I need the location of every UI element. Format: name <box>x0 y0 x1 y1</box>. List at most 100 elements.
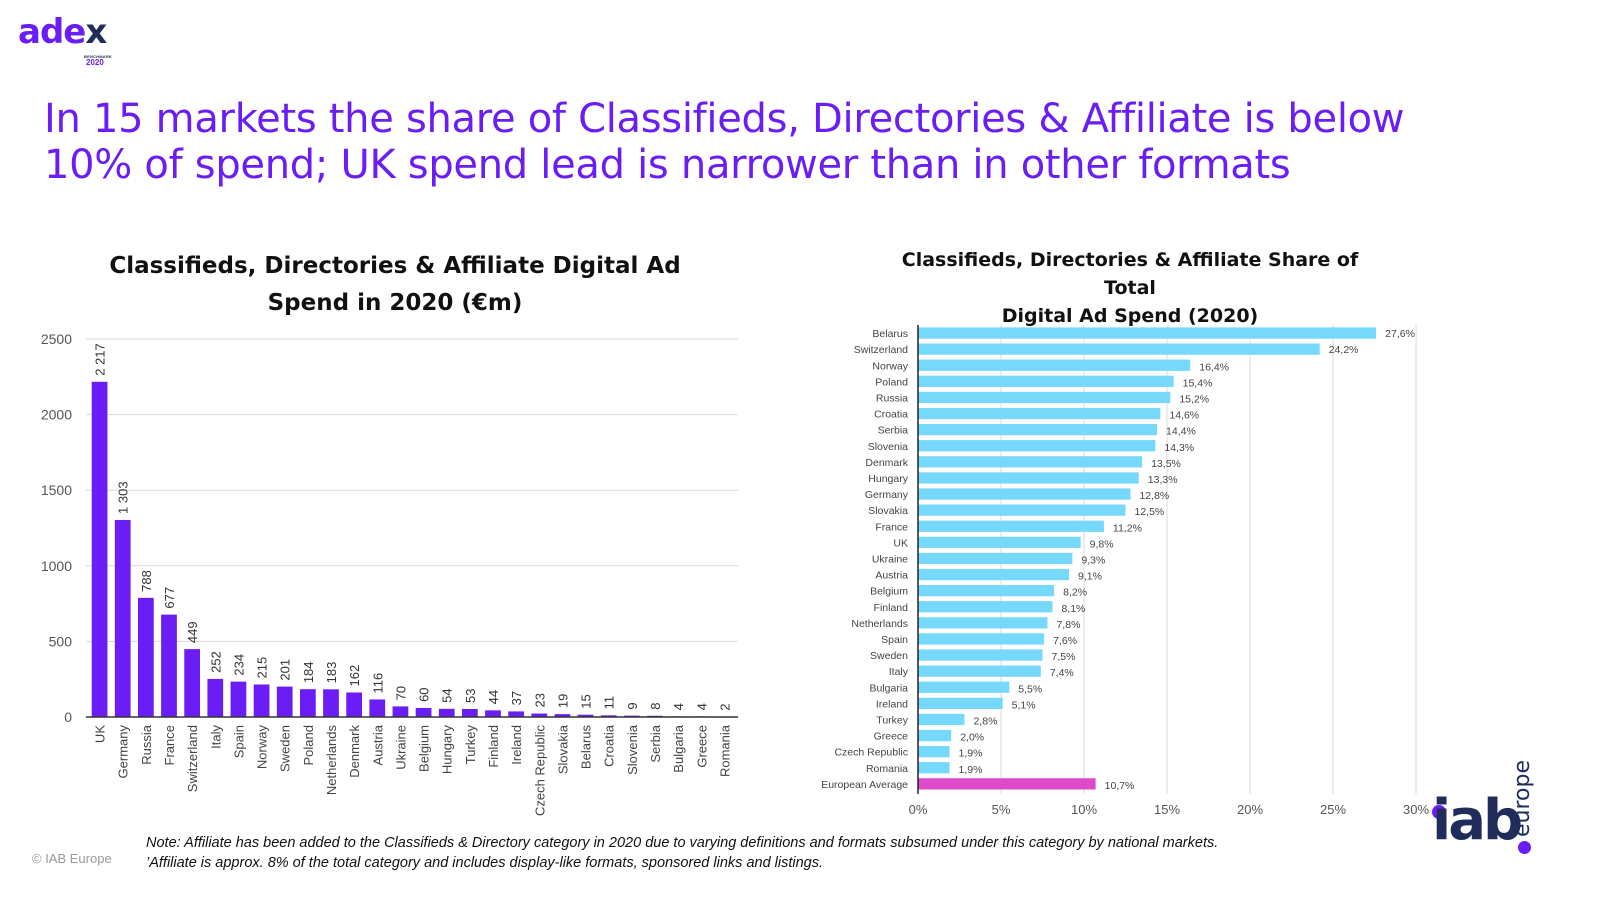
x-tick-label: Hungary <box>440 725 455 775</box>
share-bar-slovenia <box>918 440 1156 452</box>
x-tick-label: 5% <box>992 802 1011 817</box>
spend-bar-sweden <box>276 686 293 717</box>
y-tick-label: Sweden <box>870 650 908 662</box>
x-tick-label: Italy <box>208 725 223 749</box>
share-bar-chart: 0% 5% 10% 15% 20% 25% 30% Belarus 27,6% Switzerla… <box>821 325 1429 817</box>
share-bar-norway <box>918 359 1191 371</box>
share-data-label: 15,2% <box>1179 393 1209 405</box>
share-data-label: 7,5% <box>1052 651 1076 663</box>
spend-data-label: 788 <box>139 570 154 592</box>
spend-bar-croatia <box>600 715 617 717</box>
spend-data-label: 4 <box>694 703 709 710</box>
spend-data-label: 449 <box>185 621 200 643</box>
spend-data-label: 8 <box>648 703 663 710</box>
share-bar-belarus <box>918 327 1377 339</box>
spend-data-label: 19 <box>555 694 570 708</box>
iab-europe-logo: iab europe <box>1432 760 1562 865</box>
y-tick-label: UK <box>893 537 908 549</box>
share-bar-netherlands <box>918 617 1048 629</box>
y-tick-label: 2000 <box>41 407 72 423</box>
y-tick-label: 2500 <box>41 331 72 347</box>
spend-data-label: 37 <box>509 691 524 705</box>
spend-bar-belgium <box>415 707 432 717</box>
share-bar-greece <box>918 729 952 742</box>
y-tick-label: Slovakia <box>868 505 908 517</box>
y-tick-label: Czech Republic <box>834 747 908 759</box>
y-tick-label: Serbia <box>878 425 909 437</box>
share-data-label: 7,6% <box>1053 635 1077 647</box>
x-tick-label: 0% <box>909 802 928 817</box>
y-tick-label: Slovenia <box>868 441 908 453</box>
adex-logo-x: x <box>85 12 107 52</box>
y-tick-label: 500 <box>49 633 73 649</box>
y-tick-label: 0 <box>64 709 72 725</box>
spend-data-label: 54 <box>440 688 455 702</box>
share-bar-bulgaria <box>918 681 1010 693</box>
spend-bar-ukraine <box>392 706 409 717</box>
share-bar-finland <box>918 601 1053 613</box>
x-tick-label: Greece <box>694 725 709 768</box>
share-data-label: 7,4% <box>1050 667 1074 679</box>
share-data-label: 5,1% <box>1012 699 1036 711</box>
y-tick-label: Poland <box>875 376 908 388</box>
spend-data-label: 677 <box>162 587 177 609</box>
share-bar-croatia <box>918 407 1161 420</box>
spend-data-label: 23 <box>532 693 547 707</box>
x-tick-label: Belgium <box>417 725 432 772</box>
share-bar-uk <box>918 536 1081 548</box>
x-tick-label: Sweden <box>278 725 293 772</box>
share-data-label: 8,1% <box>1061 603 1085 615</box>
share-data-label: 8,2% <box>1063 587 1087 599</box>
spend-bar-chart: 0 500 1000 1500 2000 2500 2 217 UK 1 303 Germany 7… <box>41 331 738 817</box>
share-data-label: 9,8% <box>1090 538 1114 550</box>
iab-logo-europe: europe <box>1510 760 1535 837</box>
share-data-label: 14,3% <box>1164 442 1194 454</box>
x-tick-label: UK <box>93 725 108 743</box>
share-data-label: 15,4% <box>1183 377 1213 389</box>
y-tick-label: Switzerland <box>854 344 908 356</box>
x-tick-label: France <box>162 725 177 765</box>
share-data-label: 2,8% <box>973 715 997 727</box>
share-data-label: 5,5% <box>1018 683 1042 695</box>
x-tick-label: Russia <box>139 724 154 765</box>
share-data-label: 11,2% <box>1113 522 1142 534</box>
spend-bar-poland <box>299 689 316 717</box>
spend-bar-italy <box>207 678 224 717</box>
share-chart-title-line-1: Classifieds, Directories & Affiliate Sha… <box>901 249 1359 299</box>
spend-data-label: 53 <box>463 689 478 703</box>
share-data-label: 10,7% <box>1105 780 1135 792</box>
spend-data-label: 11 <box>602 696 617 710</box>
share-data-label: 9,1% <box>1078 571 1102 583</box>
share-bar-poland <box>918 375 1174 387</box>
x-tick-label: Croatia <box>602 724 617 767</box>
y-tick-label: Turkey <box>876 714 908 726</box>
y-tick-label: Ireland <box>876 698 908 710</box>
share-chart-title-line-2: Digital Ad Spend (2020) <box>1001 305 1259 327</box>
spend-bar-switzerland <box>184 649 201 717</box>
y-tick-label: Netherlands <box>851 618 908 630</box>
spend-bar-uk <box>91 381 108 717</box>
spend-bar-denmark <box>346 692 363 717</box>
spend-data-label: 60 <box>417 687 432 701</box>
x-tick-label: Czech Republic <box>532 725 547 817</box>
spend-bar-germany <box>114 519 131 717</box>
spend-bar-spain <box>230 681 247 717</box>
x-tick-label: Slovenia <box>625 724 640 775</box>
spend-bar-hungary <box>438 708 455 717</box>
spend-chart-title-line-1: Classifieds, Directories & Affiliate Dig… <box>109 253 681 279</box>
spend-bar-turkey <box>461 708 478 717</box>
y-tick-label: Austria <box>875 570 908 582</box>
y-tick-label: 1000 <box>41 558 72 574</box>
x-tick-label: Switzerland <box>185 725 200 792</box>
x-tick-label: Bulgaria <box>671 724 686 772</box>
x-tick-label: Belarus <box>579 725 594 770</box>
share-data-label: 2,0% <box>960 732 984 744</box>
spend-data-label: 44 <box>486 690 501 704</box>
x-tick-label: Poland <box>301 725 316 765</box>
spend-data-label: 2 <box>717 703 732 710</box>
share-bar-spain <box>918 633 1045 645</box>
y-tick-label: Spain <box>881 634 908 646</box>
x-tick-label: Romania <box>717 724 732 777</box>
x-tick-label: Finland <box>486 725 501 768</box>
spend-bar-norway <box>253 684 270 717</box>
